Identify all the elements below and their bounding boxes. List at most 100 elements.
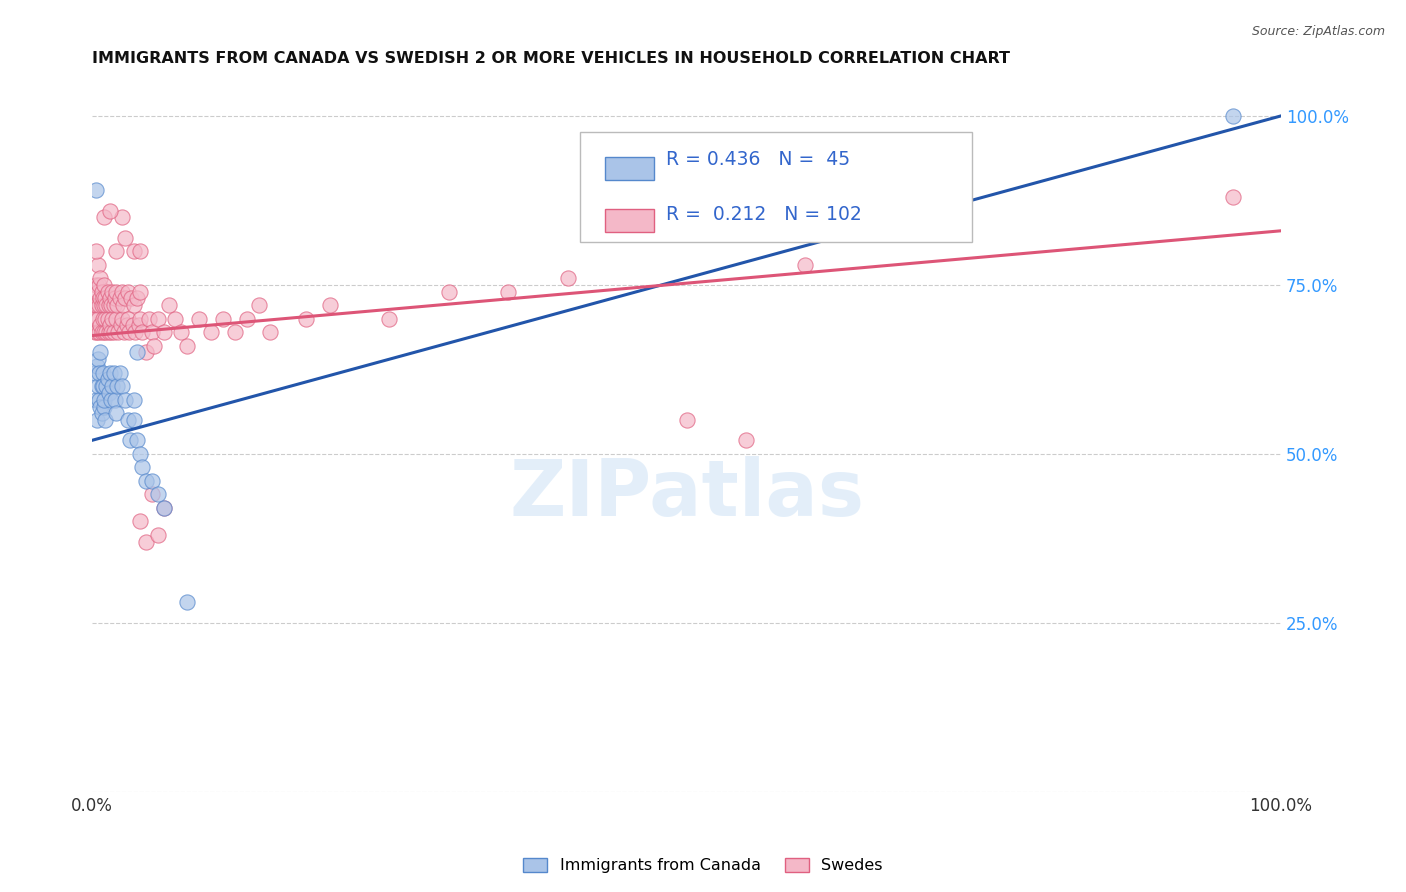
Point [117, 285, 139, 299]
FancyBboxPatch shape [605, 157, 654, 180]
Point [93, 325, 115, 339]
Point [107, 325, 129, 339]
Point [93, 298, 115, 312]
Point [378, 311, 401, 326]
Point [496, 285, 519, 299]
Point [90, 379, 112, 393]
Point [135, 474, 157, 488]
Point [97, 285, 120, 299]
Point [124, 325, 146, 339]
Point [104, 406, 127, 420]
Point [101, 311, 124, 326]
Point [170, 325, 193, 339]
Point [794, 258, 817, 272]
Point [128, 244, 150, 258]
Point [176, 595, 198, 609]
Point [735, 434, 758, 448]
Point [127, 292, 149, 306]
Point [114, 292, 136, 306]
Point [86, 325, 108, 339]
Point [121, 318, 143, 333]
Point [103, 366, 125, 380]
Point [93, 211, 115, 225]
Point [90, 285, 112, 299]
Point [104, 285, 127, 299]
Text: R = 0.436   N =  45: R = 0.436 N = 45 [666, 150, 851, 169]
Point [188, 311, 211, 326]
Point [143, 339, 166, 353]
Point [120, 434, 142, 448]
Point [84, 244, 107, 258]
Point [112, 325, 135, 339]
Point [86, 298, 108, 312]
Point [97, 311, 120, 326]
Point [152, 325, 174, 339]
Point [118, 325, 141, 339]
Point [120, 292, 142, 306]
Point [100, 325, 122, 339]
Point [117, 311, 139, 326]
Point [97, 372, 120, 386]
Point [97, 386, 120, 401]
Point [100, 392, 122, 407]
Point [84, 277, 107, 292]
Point [89, 325, 111, 339]
Point [98, 318, 121, 333]
Point [96, 325, 118, 339]
Point [89, 345, 111, 359]
Point [105, 298, 128, 312]
Point [87, 311, 110, 326]
Text: Source: ZipAtlas.com: Source: ZipAtlas.com [1251, 25, 1385, 38]
FancyBboxPatch shape [579, 132, 972, 242]
Point [675, 413, 697, 427]
Point [93, 277, 115, 292]
Point [83, 325, 105, 339]
Point [87, 352, 110, 367]
Point [96, 379, 118, 393]
Point [91, 311, 114, 326]
Point [91, 379, 114, 393]
Point [135, 534, 157, 549]
Point [97, 298, 120, 312]
Point [135, 345, 157, 359]
Point [295, 311, 318, 326]
Point [83, 366, 105, 380]
Point [103, 298, 125, 312]
Point [98, 366, 121, 380]
Point [122, 298, 145, 312]
Point [141, 325, 163, 339]
Point [115, 318, 138, 333]
Point [89, 366, 111, 380]
Point [117, 413, 139, 427]
Point [90, 406, 112, 420]
Point [86, 413, 108, 427]
Point [127, 345, 149, 359]
Point [247, 298, 270, 312]
Point [87, 258, 110, 272]
Point [97, 325, 120, 339]
Point [90, 298, 112, 312]
Point [235, 311, 257, 326]
Point [98, 203, 121, 218]
Point [437, 285, 460, 299]
Point [224, 325, 246, 339]
Point [83, 298, 105, 312]
Point [212, 311, 235, 326]
Point [100, 298, 122, 312]
Point [146, 311, 169, 326]
Point [104, 292, 127, 306]
Point [84, 183, 107, 197]
Point [94, 292, 117, 306]
Point [91, 366, 114, 380]
Text: IMMIGRANTS FROM CANADA VS SWEDISH 2 OR MORE VEHICLES IN HOUSEHOLD CORRELATION CH: IMMIGRANTS FROM CANADA VS SWEDISH 2 OR M… [93, 51, 1010, 66]
Point [111, 311, 134, 326]
Point [110, 318, 132, 333]
Point [91, 292, 114, 306]
Point [111, 379, 134, 393]
Point [114, 230, 136, 244]
Legend: Immigrants from Canada, Swedes: Immigrants from Canada, Swedes [516, 851, 890, 880]
Point [89, 298, 111, 312]
Point [89, 318, 111, 333]
Point [111, 285, 134, 299]
Point [86, 359, 108, 373]
